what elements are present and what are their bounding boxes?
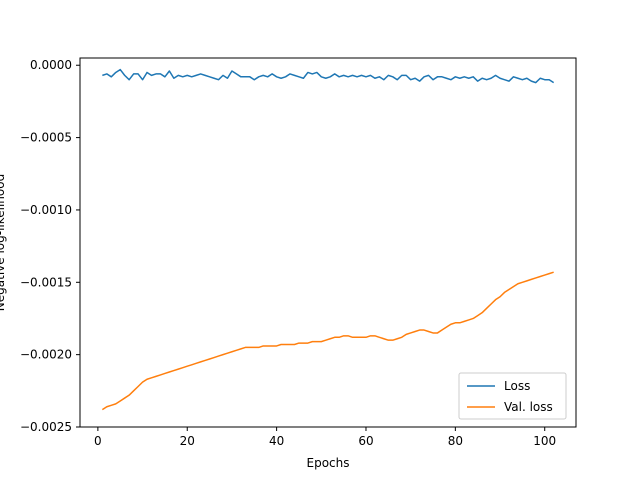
x-tick-label: 100: [533, 434, 556, 448]
x-tick-label: 60: [358, 434, 373, 448]
y-tick-label: −0.0005: [20, 131, 72, 145]
series-line-loss: [102, 68, 555, 84]
x-tick-label: 40: [269, 434, 284, 448]
legend-label-val-loss: Val. loss: [504, 400, 553, 414]
axes: 0 20 40 60 80 100 0.0000 −0.0005 −0.0010 −0.0015 −…: [0, 57, 577, 470]
x-tick-label: 80: [448, 434, 463, 448]
axes-frame: [79, 57, 577, 428]
series-line-val-loss: [101, 271, 554, 411]
plot-area: [101, 68, 555, 411]
y-tick-label: −0.0020: [20, 348, 72, 362]
x-tick-label: 0: [94, 434, 102, 448]
y-tick-label: −0.0025: [20, 420, 72, 434]
y-tick-label: −0.0010: [20, 203, 72, 217]
y-axis-label: Negative log-likelihood: [0, 174, 7, 311]
y-tick-label: 0.0000: [30, 58, 72, 72]
legend-label-loss: Loss: [504, 379, 530, 393]
y-tick-label: −0.0015: [20, 275, 72, 289]
legend: Loss Val. loss: [458, 372, 567, 420]
x-axis-label: Epochs: [307, 456, 350, 470]
x-tick-label: 20: [180, 434, 195, 448]
